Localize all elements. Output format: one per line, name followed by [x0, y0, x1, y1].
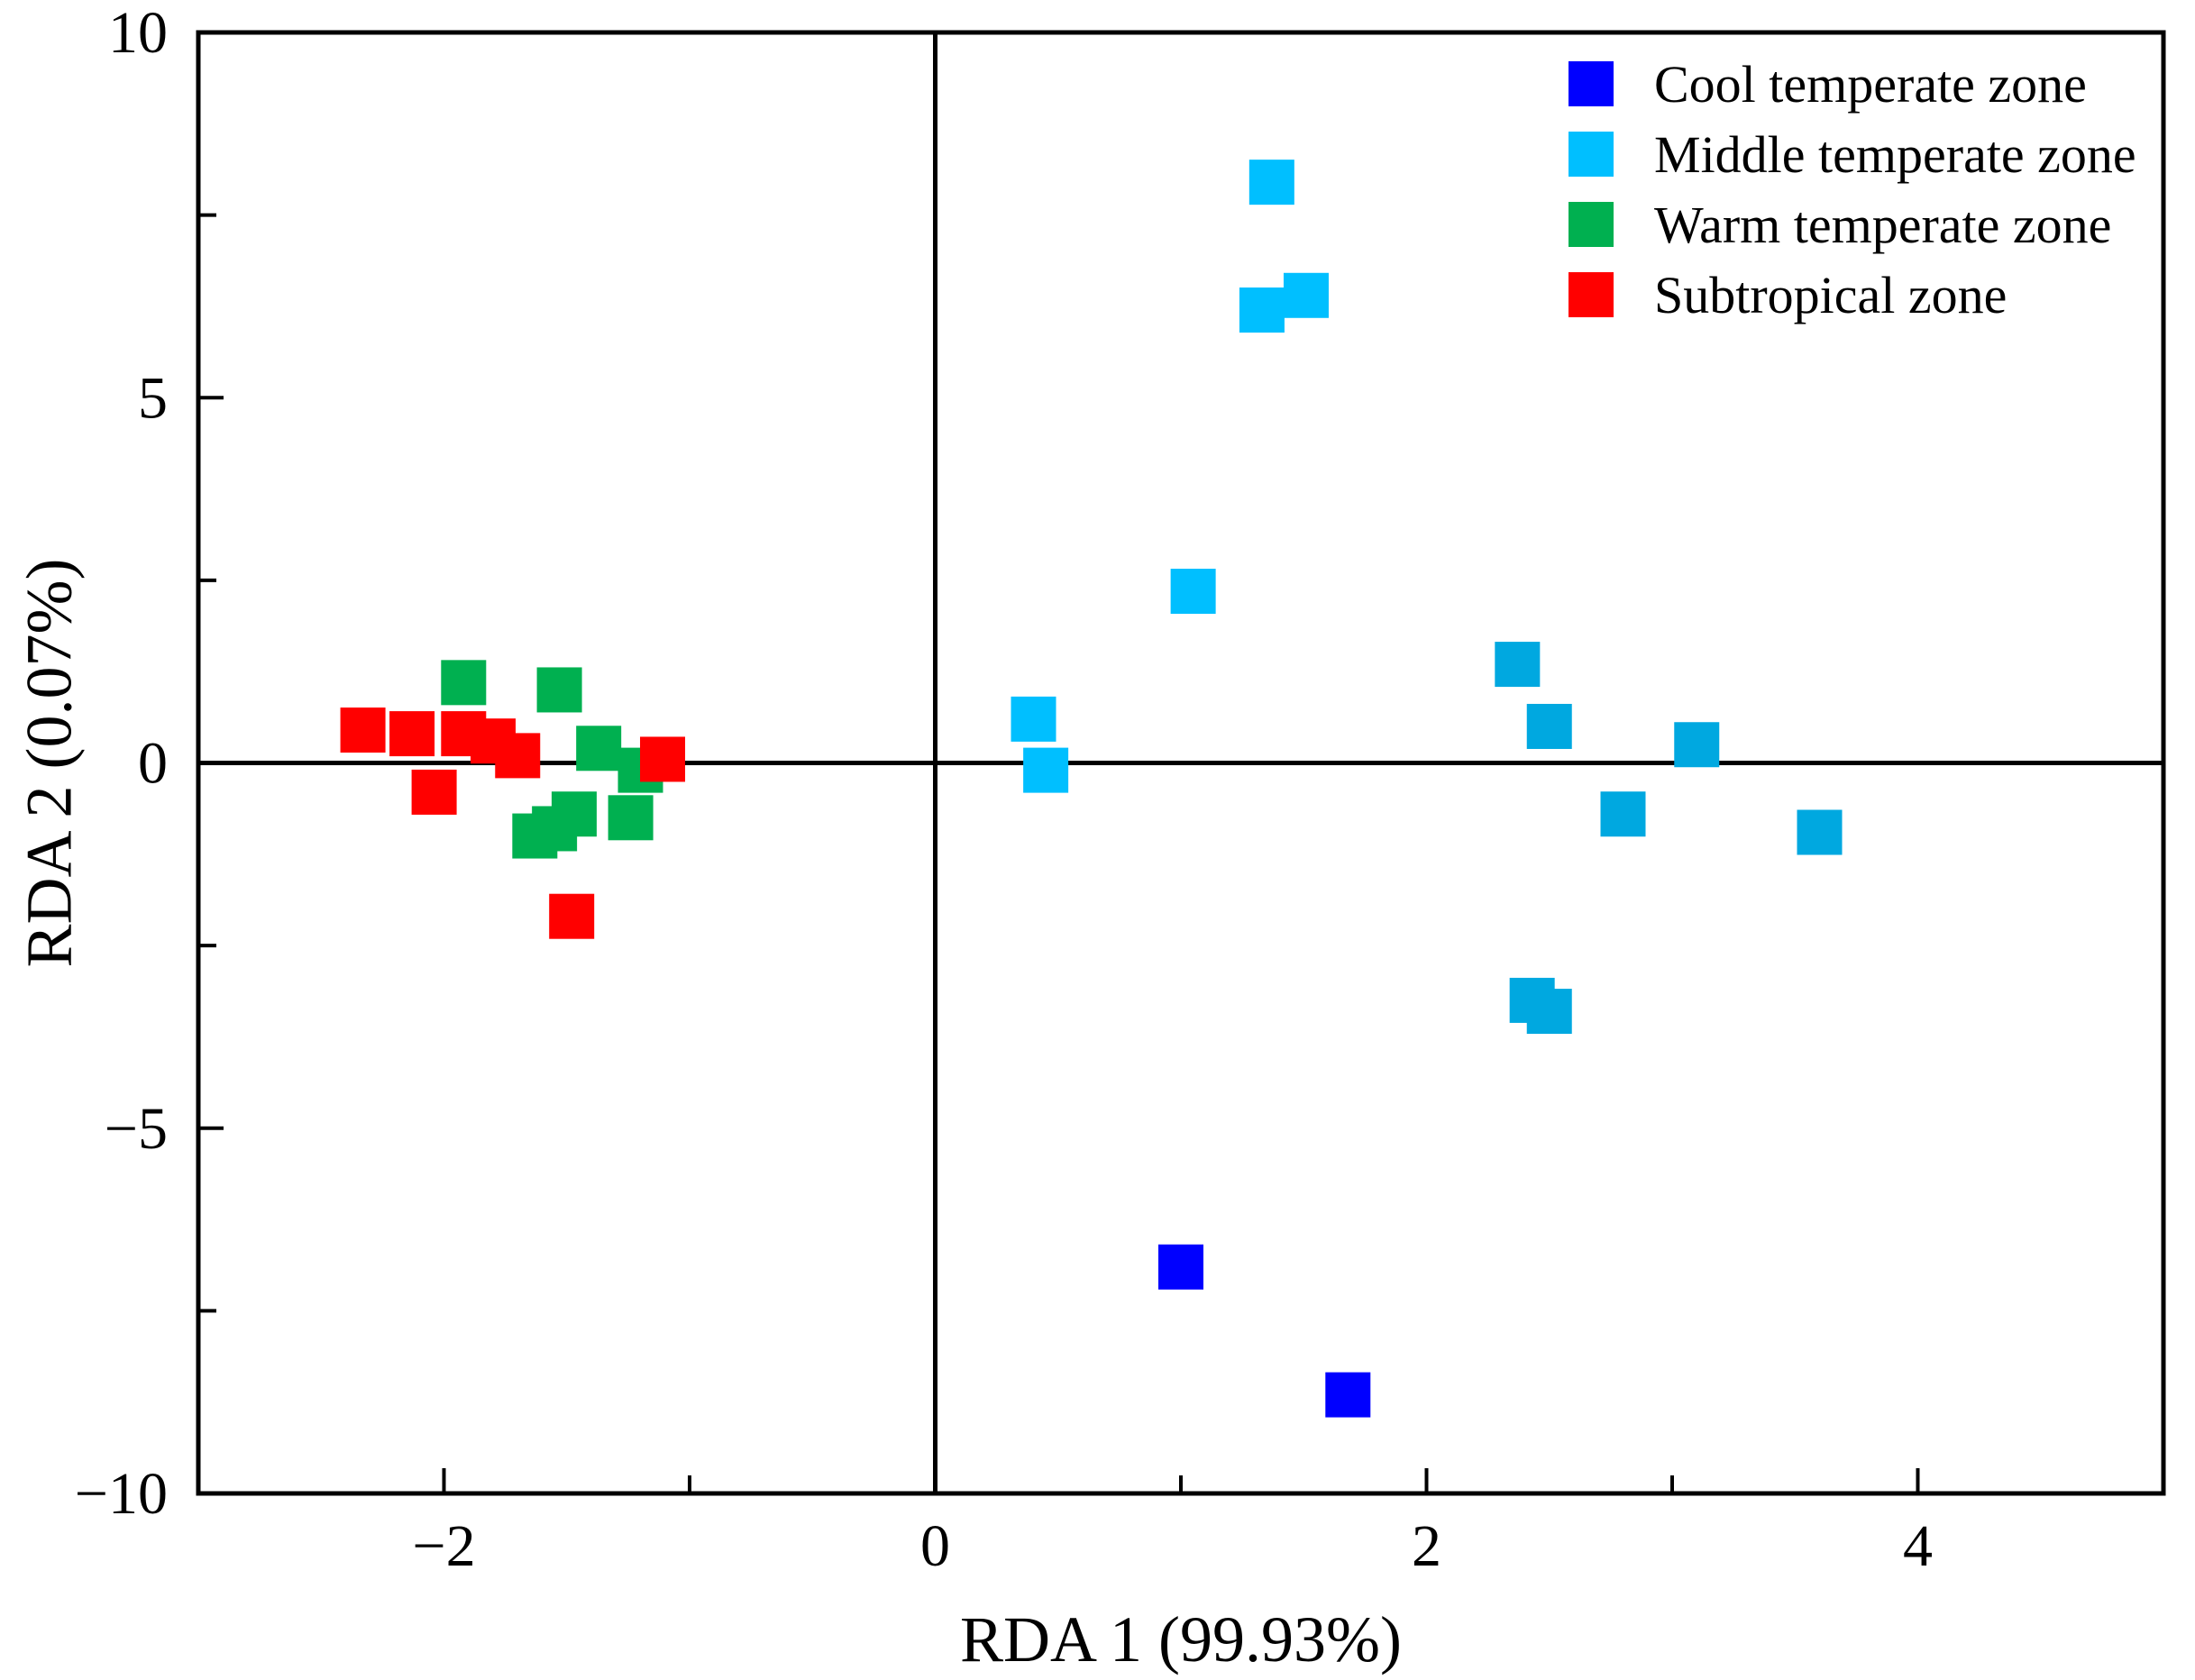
series-warm-temperate-zone [441, 660, 663, 859]
x-tick-label: 2 [1412, 1513, 1441, 1579]
data-point [1526, 989, 1572, 1035]
data-point [1674, 722, 1720, 768]
x-tick-label: 0 [920, 1513, 950, 1579]
legend-label: Subtropical zone [1654, 266, 2007, 324]
data-point [1011, 696, 1056, 742]
y-tick-label: −5 [105, 1096, 168, 1162]
plot-frame [196, 30, 2166, 1496]
legend-swatch [1569, 132, 1614, 177]
data-point [1023, 747, 1069, 793]
legend-label: Middle temperate zone [1654, 125, 2136, 184]
legend-swatch [1569, 61, 1614, 106]
data-point [576, 726, 622, 772]
data-point [1797, 809, 1843, 855]
x-tick-label: −2 [412, 1513, 475, 1579]
data-point [549, 893, 595, 939]
y-tick-label: 0 [138, 731, 168, 797]
data-point [1283, 272, 1329, 318]
data-point [1248, 160, 1294, 205]
y-tick-label: 10 [108, 0, 168, 66]
data-point [512, 813, 558, 859]
ticks: −2 0 2 4 −10 −5 0 5 10 [75, 0, 2165, 1579]
data-point [1600, 791, 1646, 837]
legend-label: Cool temperate zone [1654, 55, 2087, 114]
data-point [640, 736, 686, 782]
data-point [495, 733, 541, 779]
series-subtropical-zone [340, 708, 686, 939]
data-point [1239, 287, 1285, 333]
data-point [608, 795, 654, 841]
legend-label: Warm temperate zone [1654, 196, 2111, 254]
data-point [389, 711, 435, 757]
data-point [1495, 642, 1541, 688]
legend-swatch [1569, 202, 1614, 247]
data-point [1158, 1244, 1203, 1290]
y-axis-title: RDA 2 (0.07%) [14, 559, 86, 968]
series-middle-temperate-zone [1011, 160, 1843, 1035]
legend-swatch [1569, 272, 1614, 317]
x-tick-label: 4 [1903, 1513, 1933, 1579]
series-cool-temperate-zone [1158, 1244, 1371, 1418]
data-point [340, 708, 386, 753]
data-point [536, 667, 582, 713]
data-point [1325, 1372, 1371, 1418]
data-point [411, 769, 457, 815]
x-axis-title: RDA 1 (99.93%) [960, 1603, 1402, 1675]
legend: Cool temperate zone Middle temperate zone… [1569, 55, 2136, 324]
data-point [1526, 703, 1572, 749]
data-point [441, 660, 487, 706]
data-points [340, 160, 1843, 1418]
y-tick-label: −10 [75, 1461, 168, 1527]
y-tick-label: 5 [138, 365, 168, 431]
data-point [1170, 569, 1216, 615]
